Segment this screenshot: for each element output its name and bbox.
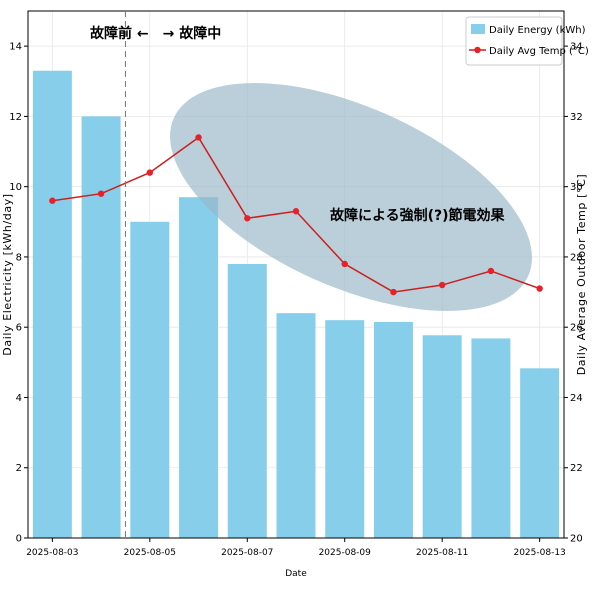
ellipse-label: 故障による強制(?)節電効果: [330, 207, 505, 224]
bar-2025-08-06: [179, 197, 219, 538]
bar-2025-08-05: [130, 221, 170, 539]
temp-point-2025-08-03: [49, 197, 56, 204]
savings-highlight: [170, 83, 532, 311]
y-axis-label: Daily Electricity [kWh/day]: [1, 193, 14, 355]
x-tick-label: 2025-08-03: [26, 548, 78, 558]
temp-point-2025-08-04: [97, 190, 105, 197]
bar-2025-08-10: [373, 321, 413, 538]
temp-point-2025-08-13: [536, 285, 543, 292]
x-tick-label: 2025-08-09: [319, 548, 372, 558]
y-tick-label: 12: [9, 112, 22, 123]
legend-label-temp: Daily Avg Temp (°C): [489, 46, 589, 57]
temp-point-2025-08-06: [195, 134, 202, 141]
bar-2025-08-07: [227, 263, 267, 538]
y-tick-label: 6: [16, 323, 22, 334]
bar-2025-08-03: [32, 70, 72, 538]
y2-tick-label: 24: [570, 393, 583, 404]
before-after-label: 故障前 ← → 故障中: [90, 25, 221, 42]
temp-point-2025-08-10: [390, 288, 397, 296]
legend-label-energy: Daily Energy (kWh): [489, 25, 586, 36]
temp-point-2025-08-07: [244, 215, 251, 222]
bar-2025-08-09: [325, 320, 365, 538]
y-tick-label: 2: [16, 463, 22, 474]
y2-tick-label: 26: [570, 323, 583, 334]
legend-swatch-energy: [471, 24, 485, 34]
y2-tick-label: 34: [570, 42, 583, 53]
temperature-line: [49, 134, 543, 296]
y2-tick-label: 28: [570, 252, 583, 263]
bar-2025-08-12: [471, 338, 511, 538]
y-tick-label: 0: [16, 534, 22, 545]
y2-tick-label: 32: [570, 112, 583, 123]
y-tick-label: 14: [9, 42, 22, 53]
y2-tick-label: 20: [570, 534, 583, 545]
y-tick-label: 4: [16, 393, 22, 404]
x-tick-label: 2025-08-13: [513, 548, 565, 558]
legend-box: [465, 16, 563, 66]
bar-2025-08-04: [81, 116, 121, 539]
temp-point-2025-08-05: [146, 169, 154, 176]
x-axis-label: Date: [285, 569, 307, 579]
temp-point-2025-08-09: [341, 260, 348, 268]
temp-point-2025-08-08: [292, 208, 300, 215]
y2-axis-label: Daily Average Outdoor Temp [°C]: [575, 174, 588, 376]
plot-frame: [27, 10, 565, 539]
legend: Daily Energy (kWh) Daily Avg Temp (°C): [465, 16, 589, 66]
y2-tick-label: 22: [570, 463, 583, 474]
x-tick-label: 2025-08-07: [221, 548, 273, 558]
y-tick-label: 10: [9, 182, 22, 193]
x-tick-label: 2025-08-11: [416, 548, 468, 558]
energy-bars: [32, 70, 560, 539]
bar-2025-08-08: [276, 313, 316, 538]
temp-point-2025-08-11: [438, 281, 446, 289]
bar-2025-08-13: [520, 368, 560, 538]
y2-tick-label: 30: [570, 182, 583, 193]
x-tick-label: 2025-08-05: [124, 548, 176, 558]
y-tick-label: 8: [16, 252, 22, 263]
bar-2025-08-11: [422, 335, 462, 538]
legend-marker-temp: [474, 46, 481, 54]
savings-ellipse: [170, 83, 532, 311]
temp-point-2025-08-12: [487, 267, 495, 275]
